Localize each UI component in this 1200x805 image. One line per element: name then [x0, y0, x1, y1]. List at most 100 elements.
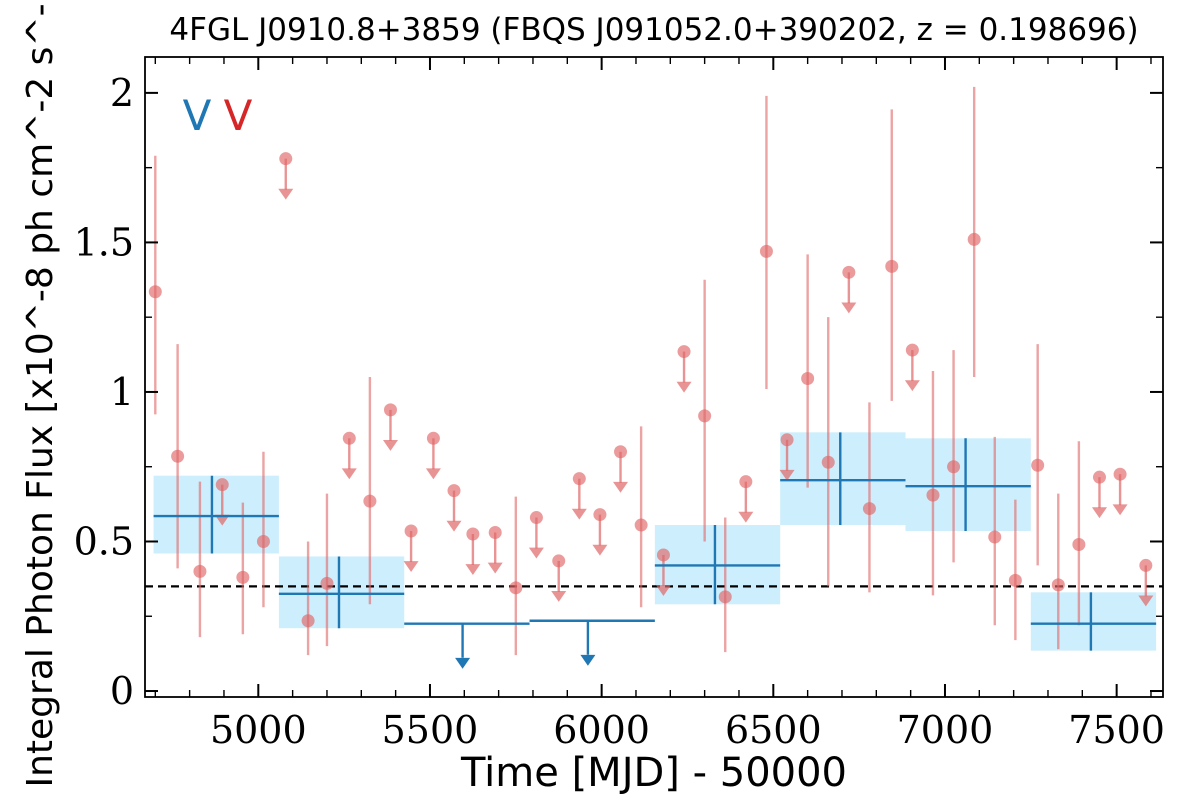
- fine-point-19: [551, 554, 567, 602]
- fine-point-marker-18: [529, 511, 543, 525]
- axes-layer: [144, 56, 1164, 698]
- fine-point-8: [320, 493, 334, 647]
- fine-point-ul-arrow-21: [592, 544, 608, 556]
- fine-point-39: [967, 86, 981, 377]
- coarse-bin-ul-arrow-3: [580, 654, 596, 666]
- x-tick-label-6000: 6000: [553, 708, 650, 752]
- fine-point-marker-21: [593, 508, 607, 522]
- fine-point-marker-8: [320, 576, 334, 590]
- x-axis-label: Time [MJD] - 50000: [460, 750, 847, 796]
- fine-point-22: [613, 445, 629, 493]
- fine-point-ul-arrow-15: [465, 564, 481, 576]
- fine-point-40: [988, 436, 1002, 626]
- fine-point-35: [885, 109, 899, 401]
- fine-point-23: [634, 426, 648, 608]
- fine-point-ul-arrow-24: [655, 585, 671, 596]
- fine-point-31: [801, 254, 815, 488]
- fine-point-marker-7: [301, 614, 315, 628]
- fine-point-marker-3: [215, 478, 229, 492]
- plot-frame: [144, 56, 1164, 698]
- x-tick-label-5500: 5500: [382, 708, 479, 752]
- fine-point-28: [738, 475, 754, 523]
- fine-point-46: [1112, 467, 1128, 516]
- fine-point-marker-9: [342, 431, 356, 445]
- fine-point-1: [171, 344, 185, 569]
- fine-point-marker-47: [1139, 558, 1153, 572]
- fine-point-marker-25: [677, 345, 691, 359]
- coarse-bin-2: [404, 622, 530, 669]
- coarse-bin-points-layer: [153, 432, 1157, 669]
- fine-point-marker-4: [236, 570, 250, 584]
- fine-point-marker-23: [634, 518, 648, 532]
- x-tick-label-7500: 7500: [1068, 708, 1165, 752]
- fine-point-marker-14: [447, 484, 461, 498]
- bin-band-7: [1030, 592, 1157, 651]
- coarse-bin-1: [278, 556, 405, 629]
- fine-point-marker-31: [801, 371, 815, 385]
- fine-point-marker-45: [1092, 470, 1106, 484]
- x-tick-label-7000: 7000: [897, 708, 994, 752]
- fine-point-marker-11: [383, 403, 397, 417]
- y-tick-label-3: 1.5: [74, 220, 134, 264]
- fine-point-marker-26: [698, 409, 712, 423]
- fine-point-marker-44: [1072, 537, 1086, 551]
- y-tick-label-1: 0.5: [74, 519, 134, 563]
- fine-point-34: [862, 402, 876, 593]
- y-tick-label-2: 1: [110, 370, 134, 414]
- fine-point-marker-5: [256, 534, 270, 548]
- fine-point-14: [446, 484, 462, 532]
- fine-point-12: [403, 524, 419, 573]
- fine-point-marker-38: [947, 460, 961, 474]
- fine-point-marker-1: [171, 449, 185, 463]
- fine-point-38: [947, 350, 961, 563]
- fine-point-ul-arrow-25: [676, 381, 692, 393]
- fine-point-marker-42: [1031, 458, 1045, 472]
- fine-point-marker-20: [572, 472, 586, 486]
- coarse-bin-6: [905, 438, 1031, 532]
- fine-point-21: [592, 508, 608, 556]
- text-layer: 5000 5500 6000 6500 7000 7500 0 0.5 1 1.5 2 4FGL J0…: [20, 0, 1165, 796]
- fine-point-18: [528, 511, 544, 559]
- fine-point-marker-6: [279, 152, 293, 166]
- fine-point-marker-30: [780, 433, 794, 447]
- fine-point-marker-41: [1008, 573, 1022, 587]
- fine-point-ul-arrow-36: [904, 380, 920, 392]
- fine-point-marker-46: [1113, 467, 1127, 481]
- fine-point-41: [1008, 499, 1022, 641]
- y-tick-label-0: 0: [110, 669, 134, 713]
- fine-point-4: [236, 502, 250, 635]
- coarse-bin-7: [1030, 592, 1157, 651]
- fine-point-15: [465, 527, 481, 576]
- fine-point-25: [676, 345, 692, 393]
- fine-point-24: [655, 548, 671, 596]
- bin-band-6: [905, 438, 1031, 532]
- fine-point-ul-arrow-33: [841, 302, 857, 314]
- fine-point-ul-arrow-14: [446, 520, 462, 532]
- fine-point-ul-arrow-9: [341, 468, 357, 480]
- fine-point-27: [718, 517, 732, 653]
- fine-point-5: [256, 451, 270, 608]
- fine-point-0: [148, 155, 162, 415]
- fine-point-ul-arrow-6: [278, 188, 294, 200]
- x-tick-label-6500: 6500: [725, 708, 822, 752]
- coarse-bin-5: [780, 432, 906, 526]
- fine-point-marker-2: [193, 564, 207, 578]
- bin-band-5: [780, 432, 906, 526]
- fine-point-30: [779, 433, 795, 481]
- fine-point-ul-arrow-28: [738, 511, 754, 523]
- fine-point-ul-arrow-47: [1138, 595, 1154, 607]
- fine-point-ul-arrow-13: [425, 468, 441, 480]
- fine-point-ul-arrow-11: [382, 440, 398, 451]
- fine-point-ul-arrow-12: [403, 561, 419, 573]
- fine-point-marker-43: [1051, 578, 1065, 592]
- fine-point-marker-27: [718, 590, 732, 604]
- fine-point-marker-32: [821, 455, 835, 469]
- fine-point-marker-13: [426, 431, 440, 445]
- fine-point-16: [487, 526, 503, 574]
- fine-point-marker-28: [739, 475, 753, 489]
- fine-point-ul-arrow-18: [528, 547, 544, 559]
- fine-point-ul-arrow-46: [1112, 504, 1128, 516]
- y-axis-label: Integral Photon Flux [x10^-8 ph cm^-2 s^…: [20, 0, 61, 788]
- fine-point-marker-37: [926, 488, 940, 502]
